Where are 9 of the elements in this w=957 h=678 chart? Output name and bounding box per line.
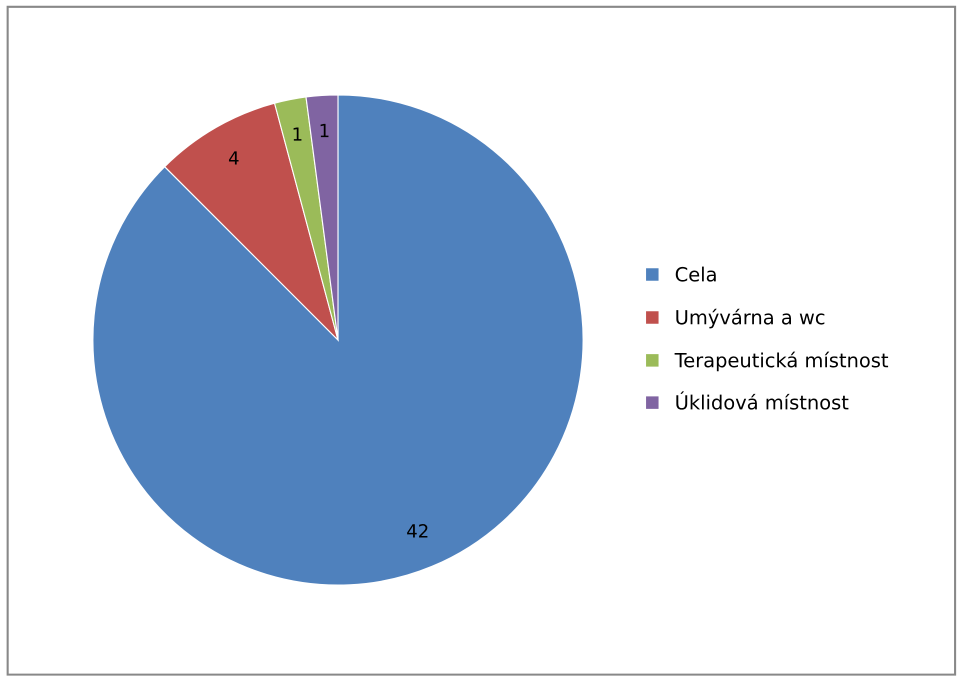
data-label: 4 [228, 151, 239, 165]
data-label: 1 [294, 127, 302, 141]
legend-label: Cela [676, 266, 716, 282]
legend-label: Úklidová místnost [676, 391, 848, 410]
legend-label: Umývárna a wc [676, 308, 824, 328]
pie-slice [92, 94, 584, 586]
data-label: 42 [407, 524, 428, 538]
legend-label: Terapeutická místnost [674, 352, 888, 372]
data-label: 1 [320, 124, 328, 138]
